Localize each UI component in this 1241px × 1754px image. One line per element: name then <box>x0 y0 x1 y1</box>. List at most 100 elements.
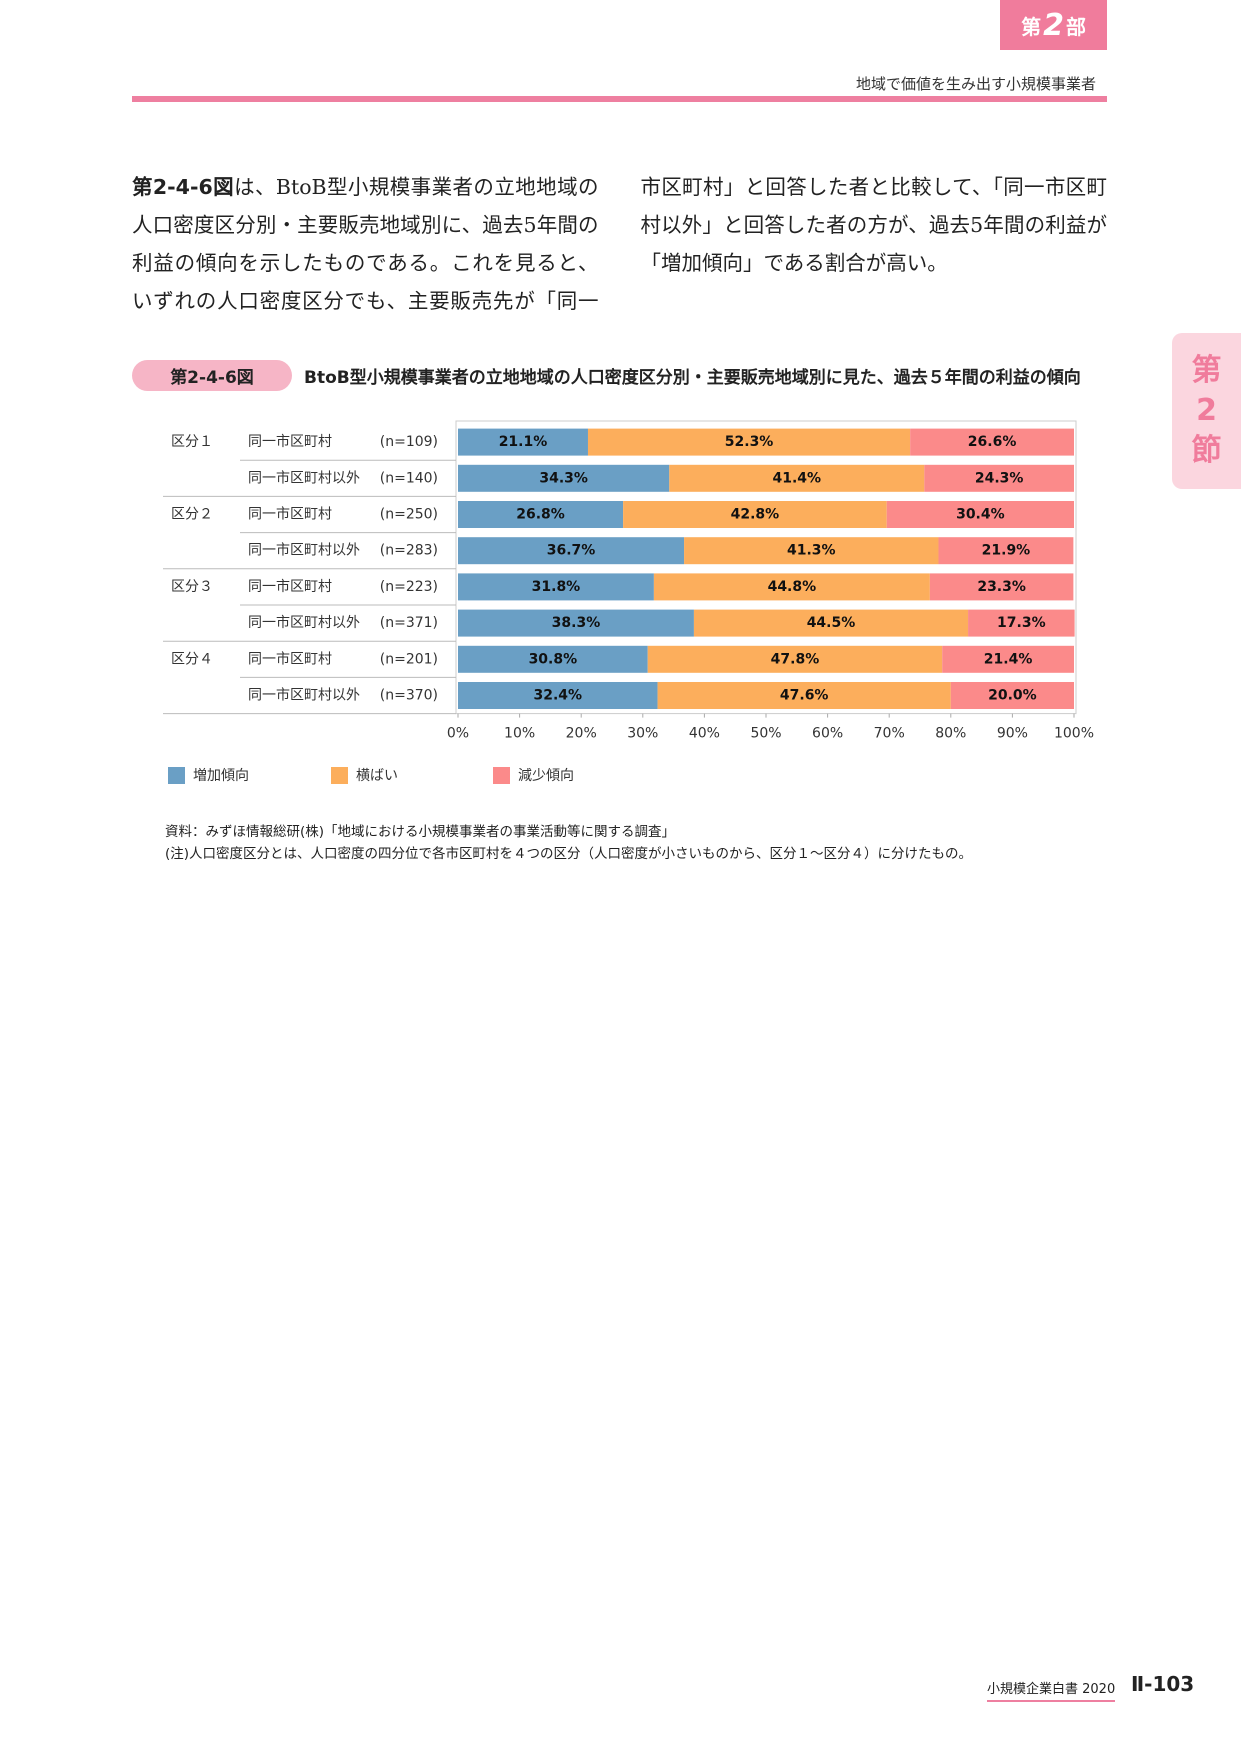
side-tab-char: 節 <box>1191 433 1222 468</box>
bar-segment <box>968 609 1075 637</box>
x-tick-label: 80% <box>935 726 966 742</box>
bar-segment <box>458 464 670 492</box>
bar-segment <box>886 501 1074 528</box>
bar-segment <box>623 501 887 528</box>
bar-segment <box>458 645 648 673</box>
figure-label: 第2-4-6図 <box>132 360 292 391</box>
sample-size: (n=140) <box>380 470 438 486</box>
x-tick-label: 70% <box>874 726 905 742</box>
bar-segment <box>924 464 1074 492</box>
paragraph: は、BtoB型小規模事業者の立地地域の人口密度区分別・主要販売地域別に、過去5年… <box>132 175 1107 313</box>
sample-size: (n=283) <box>380 543 438 559</box>
bar-segment <box>910 428 1074 456</box>
bar-segment <box>942 645 1074 673</box>
bar-segment <box>938 537 1074 565</box>
sample-size: (n=223) <box>380 579 438 595</box>
x-tick-label: 30% <box>627 726 658 742</box>
category-label: 同一市区町村以外 <box>248 542 360 559</box>
category-label: 同一市区町村 <box>248 506 332 523</box>
value-label: 38.3% <box>552 615 601 631</box>
sample-size: (n=250) <box>380 507 438 523</box>
group-label: 区分２ <box>171 507 213 523</box>
group-label: 区分１ <box>171 434 213 450</box>
source-note: 資料：みずほ情報総研(株)「地域における小規模事業者の事業活動等に関する調査」 <box>165 824 676 840</box>
bar-segment <box>458 609 694 637</box>
bar-segment <box>657 682 951 709</box>
group-label: 区分４ <box>171 651 213 667</box>
side-tab-char: 第 <box>1191 353 1222 388</box>
category-label: 同一市区町村以外 <box>248 687 360 704</box>
page-number: Ⅱ-103 <box>1131 1672 1195 1696</box>
value-label: 23.3% <box>977 579 1026 595</box>
value-label: 41.3% <box>787 543 836 559</box>
x-tick-label: 50% <box>750 726 781 742</box>
bar-segment <box>587 428 911 456</box>
value-label: 47.8% <box>771 651 820 667</box>
bar-segment <box>458 501 624 528</box>
bar-segment <box>684 537 939 565</box>
bar-segment <box>950 682 1074 709</box>
value-label: 42.8% <box>731 507 780 523</box>
value-label: 44.8% <box>768 579 817 595</box>
legend-swatch <box>493 767 510 784</box>
figure-ref: 第2-4-6図 <box>132 175 235 199</box>
value-label: 17.3% <box>997 615 1046 631</box>
value-label: 21.9% <box>982 543 1031 559</box>
bar-segment <box>458 537 685 565</box>
bar-segment <box>458 573 654 601</box>
legend-swatch <box>168 767 185 784</box>
figure-title: BtoB型小規模事業者の立地地域の人口密度区分別・主要販売地域別に見た、過去５年… <box>304 368 1081 388</box>
chart: 区分１ 同一市区町村 (n=109) 21.1% 52.3% 26.6% 同一市区町村以外 (… <box>163 420 1094 784</box>
category-label: 同一市区町村 <box>248 433 332 450</box>
value-label: 36.7% <box>547 543 596 559</box>
sample-size: (n=201) <box>380 651 438 667</box>
bar-segment <box>458 428 588 456</box>
sample-size: (n=371) <box>380 615 438 631</box>
header-subtitle: 地域で価値を生み出す小規模事業者 <box>855 75 1096 93</box>
value-label: 21.1% <box>499 434 548 450</box>
value-label: 30.4% <box>956 507 1005 523</box>
value-label: 47.6% <box>780 688 829 704</box>
sample-size: (n=109) <box>380 434 438 450</box>
bar-segment <box>693 609 969 637</box>
value-label: 31.8% <box>532 579 581 595</box>
value-label: 20.0% <box>988 688 1037 704</box>
footer-book: 小規模企業白書 2020 <box>987 1678 1116 1702</box>
x-tick-label: 100% <box>1054 726 1094 742</box>
category-label: 同一市区町村 <box>248 578 332 595</box>
legend-label: 増加傾向 <box>193 768 249 784</box>
part-prefix: 第 <box>1021 14 1042 39</box>
part-number: 2 <box>1043 7 1064 43</box>
side-tab: 第 2 節 <box>1172 333 1241 489</box>
bar-segment <box>458 682 658 709</box>
bar-segment <box>653 573 930 601</box>
value-label: 26.8% <box>516 507 565 523</box>
group-label: 区分３ <box>171 579 213 595</box>
x-tick-label: 10% <box>504 726 535 742</box>
category-label: 同一市区町村以外 <box>248 469 360 486</box>
bar-segment <box>647 645 943 673</box>
value-label: 26.6% <box>968 434 1017 450</box>
value-label: 41.4% <box>773 470 822 486</box>
value-label: 44.5% <box>807 615 856 631</box>
sample-size: (n=370) <box>380 688 438 704</box>
value-label: 21.4% <box>984 651 1033 667</box>
value-label: 34.3% <box>539 470 588 486</box>
legend-label: 減少傾向 <box>518 767 574 784</box>
value-label: 24.3% <box>975 470 1024 486</box>
body-text: 第2-4-6図は、BtoB型小規模事業者の立地地域の人口密度区分別・主要販売地域… <box>132 168 1107 320</box>
part-suffix: 部 <box>1065 14 1086 39</box>
side-tab-char: 2 <box>1196 393 1217 428</box>
x-tick-label: 20% <box>566 726 597 742</box>
x-tick-label: 90% <box>997 726 1028 742</box>
category-label: 同一市区町村 <box>248 650 332 667</box>
header-rule <box>132 96 1107 102</box>
x-tick-label: 0% <box>447 726 469 742</box>
value-label: 32.4% <box>534 688 583 704</box>
x-tick-label: 60% <box>812 726 843 742</box>
legend-swatch <box>331 767 348 784</box>
bar-segment <box>669 464 925 492</box>
value-label: 30.8% <box>529 651 578 667</box>
